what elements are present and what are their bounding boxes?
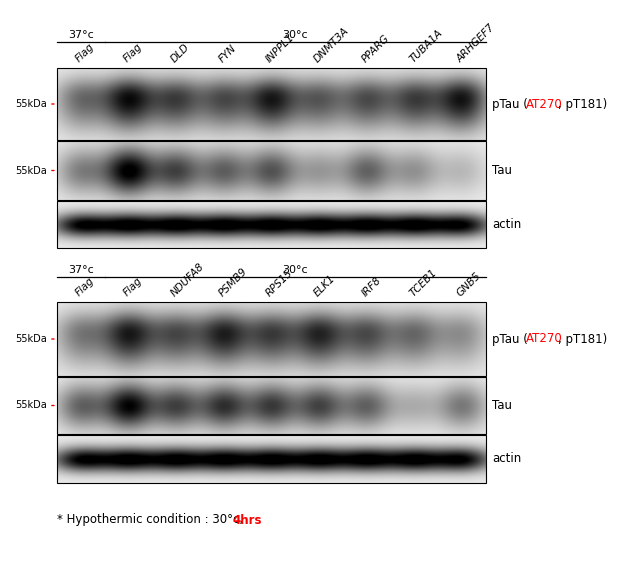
Text: , pT181): , pT181) — [558, 333, 607, 346]
Text: 37°c: 37°c — [68, 265, 93, 275]
Text: Flag: Flag — [74, 42, 97, 64]
Text: AT270: AT270 — [526, 333, 563, 346]
Text: ELK1: ELK1 — [312, 273, 337, 298]
Text: 30°c: 30°c — [282, 265, 308, 275]
Text: FYN: FYN — [217, 43, 238, 64]
Text: IRF8: IRF8 — [360, 275, 383, 298]
Text: PSMB9: PSMB9 — [217, 266, 249, 298]
Text: RPS15: RPS15 — [264, 268, 295, 298]
Text: 55kDa: 55kDa — [15, 99, 47, 109]
Text: , pT181): , pT181) — [558, 98, 607, 111]
Text: 55kDa: 55kDa — [15, 334, 47, 344]
Text: INPPL1: INPPL1 — [264, 32, 297, 64]
Text: pTau (: pTau ( — [492, 98, 528, 111]
Bar — [57, 141, 486, 200]
Bar — [57, 68, 486, 140]
Text: NDUFA8: NDUFA8 — [169, 261, 206, 298]
Bar — [57, 435, 486, 483]
Text: 30°c: 30°c — [282, 30, 308, 40]
Text: pTau (: pTau ( — [492, 333, 528, 346]
Text: DNMT3A: DNMT3A — [312, 25, 351, 64]
Text: DLD: DLD — [169, 42, 191, 64]
Text: Flag: Flag — [121, 42, 144, 64]
Text: 37°c: 37°c — [68, 30, 93, 40]
Text: PPARG: PPARG — [360, 33, 391, 64]
Text: ARHGEF7: ARHGEF7 — [455, 22, 497, 64]
Text: actin: actin — [492, 218, 521, 231]
Text: GNB5: GNB5 — [455, 270, 483, 298]
Text: AT270: AT270 — [526, 98, 563, 111]
Text: TUBA1A: TUBA1A — [407, 27, 444, 64]
Text: Flag: Flag — [74, 275, 97, 298]
Bar — [57, 377, 486, 434]
Text: 4hrs: 4hrs — [232, 513, 261, 527]
Text: TCEB1: TCEB1 — [407, 267, 438, 298]
Bar — [57, 302, 486, 376]
Text: 55kDa: 55kDa — [15, 401, 47, 411]
Text: Tau: Tau — [492, 164, 512, 177]
Bar — [57, 201, 486, 248]
Text: * Hypothermic condition : 30°c,: * Hypothermic condition : 30°c, — [57, 513, 247, 527]
Text: Tau: Tau — [492, 399, 512, 412]
Text: Flag: Flag — [121, 275, 144, 298]
Text: actin: actin — [492, 453, 521, 466]
Text: 55kDa: 55kDa — [15, 165, 47, 176]
